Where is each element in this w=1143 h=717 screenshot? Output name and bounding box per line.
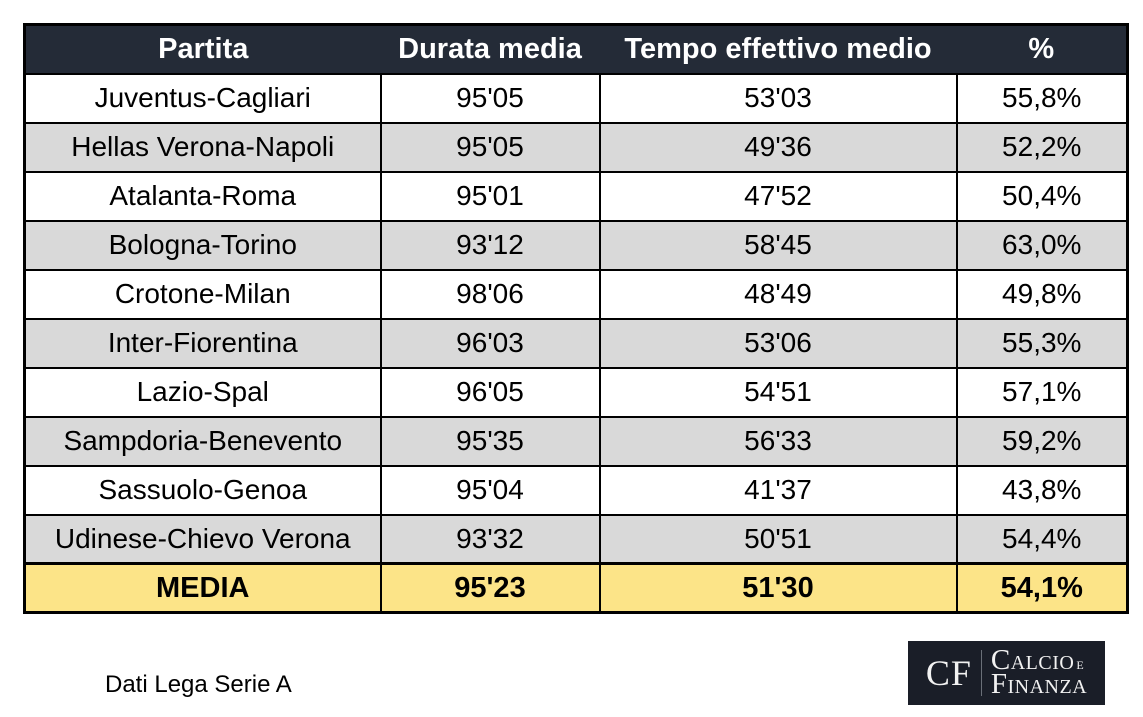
table-row: Udinese-Chievo Verona 93'32 50'51 54,4%: [23, 513, 1129, 565]
source-note: Dati Lega Serie A: [105, 671, 292, 698]
table-row: Crotone-Milan 98'06 48'49 49,8%: [23, 268, 1129, 320]
table-row: Juventus-Cagliari 95'05 53'03 55,8%: [23, 72, 1129, 124]
match-stats-table: Partita Durata media Tempo effettivo med…: [23, 23, 1129, 614]
logo-word-calcio-text: Calcio: [990, 644, 1075, 677]
cell-partita: Udinese-Chievo Verona: [23, 513, 382, 565]
cell-tempo: 41'37: [598, 464, 958, 516]
cell-durata: 95'35: [379, 415, 601, 467]
cell-durata: 95'05: [379, 72, 601, 124]
table-row: Inter-Fiorentina 96'03 53'06 55,3%: [23, 317, 1129, 369]
cell-media-pct: 54,1%: [955, 562, 1129, 614]
cell-durata: 96'05: [379, 366, 601, 418]
cell-durata: 95'01: [379, 170, 601, 222]
col-header-tempo-effettivo: Tempo effettivo medio: [599, 24, 957, 75]
cell-tempo: 48'49: [598, 268, 958, 320]
logo-divider: [980, 650, 982, 696]
cell-partita: Lazio-Spal: [23, 366, 382, 418]
cell-tempo: 53'06: [598, 317, 958, 369]
cell-durata: 93'12: [379, 219, 601, 271]
cell-partita: Inter-Fiorentina: [23, 317, 382, 369]
cell-durata: 95'05: [379, 121, 601, 173]
cell-durata: 98'06: [379, 268, 601, 320]
cell-partita: Sassuolo-Genoa: [23, 464, 382, 516]
cell-pct: 50,4%: [955, 170, 1129, 222]
cell-durata: 95'04: [379, 464, 601, 516]
logo-wordmark: Calcio e Finanza: [990, 646, 1088, 700]
cell-tempo: 58'45: [598, 219, 958, 271]
cell-tempo: 49'36: [598, 121, 958, 173]
col-header-percent: %: [956, 24, 1128, 75]
cell-partita: Juventus-Cagliari: [23, 72, 382, 124]
cell-pct: 55,3%: [955, 317, 1129, 369]
table-row: Bologna-Torino 93'12 58'45 63,0%: [23, 219, 1129, 271]
cell-pct: 49,8%: [955, 268, 1129, 320]
cf-monogram: CF: [925, 653, 972, 693]
table-row: Atalanta-Roma 95'01 47'52 50,4%: [23, 170, 1129, 222]
cell-media-label: MEDIA: [23, 562, 382, 614]
cell-partita: Atalanta-Roma: [23, 170, 382, 222]
cell-pct: 63,0%: [955, 219, 1129, 271]
summary-row-media: MEDIA 95'23 51'30 54,1%: [23, 562, 1129, 614]
cell-durata: 96'03: [379, 317, 601, 369]
logo-word-calcio: Calcio e: [991, 646, 1085, 675]
table-row: Sampdoria-Benevento 95'35 56'33 59,2%: [23, 415, 1129, 467]
cell-pct: 43,8%: [955, 464, 1129, 516]
cell-pct: 57,1%: [955, 366, 1129, 418]
table-row: Sassuolo-Genoa 95'04 41'37 43,8%: [23, 464, 1129, 516]
cell-tempo: 47'52: [598, 170, 958, 222]
cell-partita: Bologna-Torino: [23, 219, 382, 271]
cell-pct: 59,2%: [955, 415, 1129, 467]
cell-pct: 55,8%: [955, 72, 1129, 124]
cell-tempo: 53'03: [598, 72, 958, 124]
calcio-finanza-logo: CF Calcio e Finanza: [908, 641, 1105, 705]
col-header-partita: Partita: [24, 24, 381, 75]
cell-media-tempo: 51'30: [598, 562, 958, 614]
cell-tempo: 50'51: [598, 513, 958, 565]
cell-tempo: 56'33: [598, 415, 958, 467]
cell-durata: 93'32: [379, 513, 601, 565]
table-row: Lazio-Spal 96'05 54'51 57,1%: [23, 366, 1129, 418]
cell-partita: Sampdoria-Benevento: [23, 415, 382, 467]
col-header-durata-media: Durata media: [380, 24, 600, 75]
cell-media-durata: 95'23: [379, 562, 601, 614]
cell-partita: Crotone-Milan: [23, 268, 382, 320]
cell-tempo: 54'51: [598, 366, 958, 418]
header-row: Partita Durata media Tempo effettivo med…: [24, 24, 1128, 75]
logo-small-e: e: [1076, 658, 1085, 673]
table-row: Hellas Verona-Napoli 95'05 49'36 52,2%: [23, 121, 1129, 173]
cell-partita: Hellas Verona-Napoli: [23, 121, 382, 173]
logo-word-finanza: Finanza: [990, 668, 1088, 700]
cell-pct: 52,2%: [955, 121, 1129, 173]
cell-pct: 54,4%: [955, 513, 1129, 565]
